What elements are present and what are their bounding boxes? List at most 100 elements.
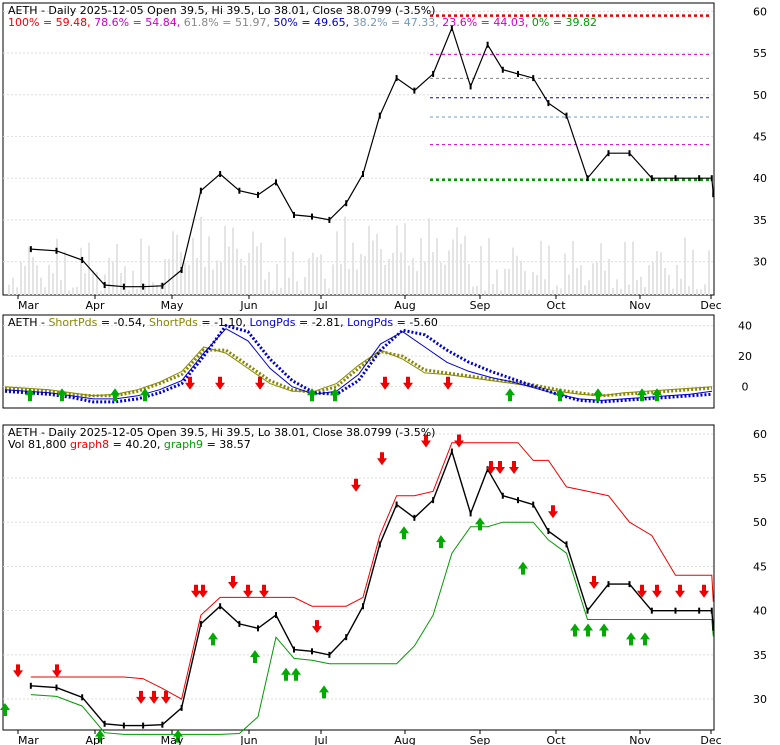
sell-arrow-icon	[454, 434, 464, 448]
oscillator-lines	[4, 323, 713, 404]
volume-bar	[192, 237, 194, 295]
sell-arrow-icon	[351, 478, 361, 492]
volume-bar	[464, 235, 466, 295]
sell-arrow-icon	[495, 461, 505, 475]
volume-bar	[108, 258, 110, 295]
sell-arrow-icon	[312, 620, 322, 634]
signal-x-label: Mar	[18, 734, 39, 745]
signal-panel-frame	[2, 424, 715, 731]
sell-arrow-icon	[52, 664, 62, 678]
buy-arrow-icon	[555, 388, 565, 402]
volume-bar	[336, 231, 338, 295]
volume-bar	[60, 280, 62, 295]
volume-bar	[32, 257, 34, 295]
volume-bar	[272, 290, 274, 295]
sell-arrow-icon	[652, 584, 662, 598]
buy-arrow-icon	[95, 729, 105, 743]
signal-panel-title: AETH - Daily 2025-12-05 Open 39.5, Hi 39…	[8, 426, 435, 439]
volume-bar	[84, 273, 86, 295]
volume-bar	[212, 269, 214, 295]
volume-bar	[48, 264, 50, 295]
volume-bar	[372, 240, 374, 295]
signal-x-label: Jul	[313, 734, 327, 745]
oscillator-series-0	[4, 346, 713, 397]
sell-arrow-icon	[149, 690, 159, 704]
volume-bar	[556, 285, 558, 295]
volume-bar	[228, 246, 230, 295]
buy-arrow-icon	[57, 388, 67, 402]
sell-arrow-icon	[191, 584, 201, 598]
signal-price-line	[30, 449, 714, 727]
volume-bar	[352, 242, 354, 295]
volume-bar	[180, 252, 182, 295]
volume-bar	[276, 263, 278, 295]
volume-bar	[284, 237, 286, 295]
volume-bar	[88, 242, 90, 295]
price-panel: AETH - Daily 2025-12-05 Open 39.5, Hi 39…	[2, 2, 767, 312]
signal-x-label: Nov	[629, 734, 651, 745]
signal-x-label: Apr	[85, 734, 105, 745]
volume-bar	[296, 281, 298, 295]
volume-bar	[356, 269, 358, 295]
volume-bar	[184, 262, 186, 295]
volume-bar	[72, 287, 74, 295]
volume-bar	[472, 286, 474, 295]
volume-bar	[456, 227, 458, 295]
volume-bar	[244, 265, 246, 295]
volume-bar	[20, 261, 22, 295]
volume-bar	[156, 284, 158, 295]
volume-bar	[624, 242, 626, 295]
volume-bar	[544, 279, 546, 295]
buy-arrow-icon	[593, 388, 603, 402]
volume-bar	[100, 290, 102, 295]
price-y-tick: 45	[753, 130, 767, 143]
volume-bar	[252, 231, 254, 295]
volume-bar	[216, 260, 218, 295]
buy-arrow-icon	[0, 703, 10, 717]
sell-arrow-icon	[637, 584, 647, 598]
sell-arrow-icon	[161, 690, 171, 704]
volume-bar	[64, 251, 66, 295]
volume-bar	[288, 277, 290, 295]
sell-arrow-icon	[259, 584, 269, 598]
volume-bar	[520, 260, 522, 295]
price-x-label: Oct	[546, 299, 566, 312]
sell-arrow-icon	[185, 376, 195, 390]
buy-arrow-icon	[208, 632, 218, 646]
volume-bar	[224, 225, 226, 295]
volume-bar	[460, 243, 462, 295]
price-panel-grid	[3, 10, 714, 263]
price-bars	[29, 25, 715, 290]
volume-bar	[668, 274, 670, 295]
volume-bar	[580, 265, 582, 295]
volume-bar	[608, 258, 610, 295]
price-x-label: Jul	[313, 299, 327, 312]
signal-x-label: Jun	[239, 734, 257, 745]
oscillator-legend-item-0: AETH -	[8, 316, 48, 329]
volume-bar	[16, 287, 18, 295]
volume-bar	[148, 245, 150, 295]
volume-bar	[480, 246, 482, 295]
buy-arrow-icon	[475, 517, 485, 531]
volume-bar	[452, 239, 454, 295]
volume-bar	[416, 270, 418, 295]
volume-bar	[24, 266, 26, 295]
volume-bar	[392, 253, 394, 295]
volume-bar	[500, 290, 502, 295]
fib-legend-item-1: 78.6% = 54.84,	[94, 16, 184, 29]
volume-bar	[388, 259, 390, 295]
volume-bar	[528, 289, 530, 295]
volume-bar	[140, 238, 142, 295]
volume-bar	[312, 252, 314, 295]
volume-bar	[152, 282, 154, 295]
volume-bar	[240, 258, 242, 295]
volume-bar	[52, 273, 54, 295]
volume-bar	[552, 289, 554, 295]
buy-arrow-icon	[173, 729, 183, 743]
volume-bar	[332, 264, 334, 295]
volume-bar	[136, 288, 138, 295]
price-y-tick: 50	[753, 89, 767, 102]
volume-bar	[656, 251, 658, 295]
buy-arrow-icon	[319, 685, 329, 699]
